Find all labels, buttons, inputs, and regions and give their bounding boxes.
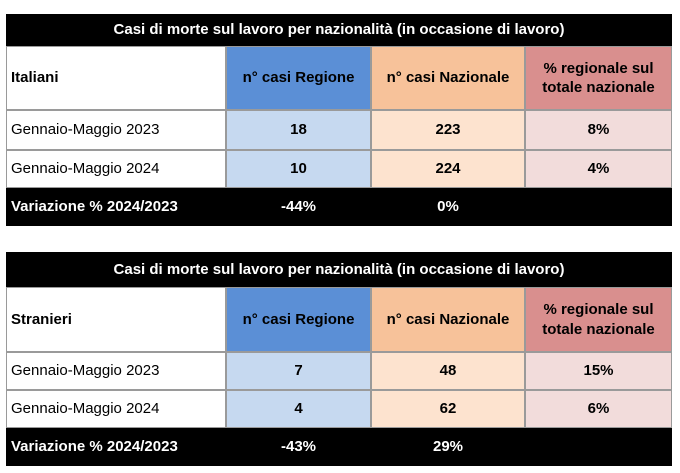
- header-cell: Italiani: [6, 46, 226, 110]
- data-cell: 18: [226, 110, 371, 150]
- header-cell: % regionale sul totale nazionale: [525, 46, 672, 110]
- table-title: Casi di morte sul lavoro per nazionalità…: [6, 252, 672, 287]
- footer-value: -43%: [226, 428, 371, 466]
- data-cell: 4: [226, 390, 371, 428]
- data-cell: 224: [371, 150, 525, 188]
- row-label: Gennaio-Maggio 2024: [6, 150, 226, 188]
- row-label: Gennaio-Maggio 2023: [6, 352, 226, 390]
- header-cell: n° casi Nazionale: [371, 46, 525, 110]
- data-cell: 10: [226, 150, 371, 188]
- header-cell: Stranieri: [6, 287, 226, 352]
- header-cell: n° casi Nazionale: [371, 287, 525, 352]
- footer-empty: [525, 428, 672, 466]
- footer-label: Variazione % 2024/2023: [6, 428, 226, 466]
- data-cell: 7: [226, 352, 371, 390]
- footer-value: 0%: [371, 188, 525, 226]
- footer-value: 29%: [371, 428, 525, 466]
- header-cell: n° casi Regione: [226, 287, 371, 352]
- data-cell: 8%: [525, 110, 672, 150]
- footer-label: Variazione % 2024/2023: [6, 188, 226, 226]
- header-cell: % regionale sul totale nazionale: [525, 287, 672, 352]
- data-cell: 62: [371, 390, 525, 428]
- row-label: Gennaio-Maggio 2024: [6, 390, 226, 428]
- data-cell: 15%: [525, 352, 672, 390]
- data-cell: 4%: [525, 150, 672, 188]
- row-label: Gennaio-Maggio 2023: [6, 110, 226, 150]
- header-cell: n° casi Regione: [226, 46, 371, 110]
- table-title: Casi di morte sul lavoro per nazionalità…: [6, 14, 672, 46]
- footer-empty: [525, 188, 672, 226]
- data-cell: 48: [371, 352, 525, 390]
- footer-value: -44%: [226, 188, 371, 226]
- data-cell: 6%: [525, 390, 672, 428]
- data-cell: 223: [371, 110, 525, 150]
